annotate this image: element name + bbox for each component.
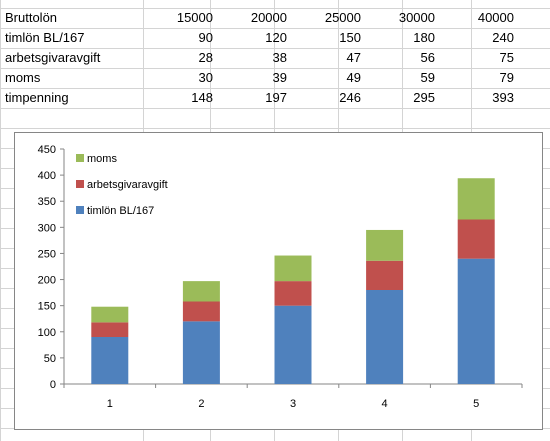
- y-tick-label: 300: [38, 222, 56, 234]
- y-tick-label: 50: [44, 353, 56, 365]
- row-label[interactable]: timlön BL/167: [5, 30, 85, 45]
- table-row: moms 30 39 49 59 79: [0, 68, 519, 88]
- table-cell[interactable]: 240: [492, 30, 514, 45]
- table-cell[interactable]: 30: [198, 70, 213, 85]
- table-cell[interactable]: 148: [191, 90, 213, 105]
- row-label[interactable]: arbetsgivaravgift: [5, 50, 101, 65]
- table-row: Bruttolön 15000 20000 25000 30000 40000: [0, 8, 519, 28]
- table-cell[interactable]: 56: [420, 50, 435, 65]
- x-tick-label: 4: [382, 398, 388, 410]
- table-cell[interactable]: 197: [265, 90, 287, 105]
- table-cell[interactable]: 47: [346, 50, 361, 65]
- y-tick-label: 200: [38, 275, 56, 287]
- bar-segment: [274, 281, 312, 306]
- x-tick-label: 5: [473, 398, 479, 410]
- legend-label: timlön BL/167: [87, 205, 154, 217]
- bar-segment: [91, 337, 129, 384]
- bar-segment: [457, 219, 495, 259]
- y-tick-label: 100: [38, 327, 56, 339]
- table-cell[interactable]: 40000: [477, 10, 514, 25]
- table-cell[interactable]: 180: [413, 30, 435, 45]
- bar-segment: [457, 178, 495, 220]
- table-cell[interactable]: 49: [346, 70, 361, 85]
- table-row: timpenning 148 197 246 295 393: [0, 88, 519, 108]
- table-cell[interactable]: 295: [413, 90, 435, 105]
- table-row: arbetsgivaravgift 28 38 47 56 75: [0, 48, 519, 68]
- bar-segment: [182, 281, 220, 302]
- bar-segment: [182, 321, 220, 384]
- legend-swatch: [76, 154, 84, 162]
- x-tick-label: 2: [198, 398, 204, 410]
- table-cell[interactable]: 59: [420, 70, 435, 85]
- table-cell[interactable]: 75: [499, 50, 514, 65]
- table-cell[interactable]: 246: [339, 90, 361, 105]
- table-cell[interactable]: 90: [198, 30, 213, 45]
- table-cell[interactable]: 30000: [398, 10, 435, 25]
- x-tick-label: 1: [107, 398, 113, 410]
- row-label[interactable]: Bruttolön: [5, 10, 58, 25]
- table-cell[interactable]: 120: [265, 30, 287, 45]
- bar-segment: [274, 255, 312, 282]
- y-tick-label: 150: [38, 301, 56, 313]
- bar-segment: [457, 258, 495, 384]
- y-tick-label: 250: [38, 248, 56, 260]
- y-tick-label: 350: [38, 196, 56, 208]
- row-label[interactable]: timpenning: [5, 90, 69, 105]
- table-cell[interactable]: 393: [492, 90, 514, 105]
- data-table: Bruttolön 15000 20000 25000 30000 40000 …: [0, 8, 519, 108]
- y-tick-label: 450: [38, 144, 56, 156]
- bar-segment: [366, 290, 404, 384]
- table-cell[interactable]: 79: [499, 70, 514, 85]
- y-tick-label: 400: [38, 170, 56, 182]
- bar-segment: [366, 229, 404, 261]
- bar-segment: [274, 305, 312, 384]
- row-label[interactable]: moms: [5, 70, 41, 85]
- stacked-bar-chart: 0 50 100 150 200 250 300 350 400 450 1 2 3 4 5 moms arbe…: [38, 144, 523, 410]
- legend-label: moms: [87, 153, 117, 165]
- x-tick-label: 3: [290, 398, 296, 410]
- chart-area[interactable]: 0 50 100 150 200 250 300 350 400 450 1 2 3 4 5 moms arbe…: [14, 132, 543, 430]
- bar-segment: [182, 301, 220, 322]
- table-row: timlön BL/167 90 120 150 180 240: [0, 28, 519, 48]
- table-cell[interactable]: 20000: [250, 10, 287, 25]
- table-cell[interactable]: 39: [272, 70, 287, 85]
- bar-segment: [91, 306, 129, 323]
- table-cell[interactable]: 150: [339, 30, 361, 45]
- legend-swatch: [76, 180, 84, 188]
- table-cell[interactable]: 15000: [176, 10, 213, 25]
- bar-segment: [91, 322, 129, 337]
- table-cell[interactable]: 38: [272, 50, 287, 65]
- table-cell[interactable]: 28: [198, 50, 213, 65]
- legend-swatch: [76, 206, 84, 214]
- bar-segment: [366, 260, 404, 290]
- legend-label: arbetsgivaravgift: [87, 179, 168, 191]
- column-divider: [0, 0, 1, 441]
- y-tick-label: 0: [50, 379, 56, 391]
- table-cell[interactable]: 25000: [324, 10, 361, 25]
